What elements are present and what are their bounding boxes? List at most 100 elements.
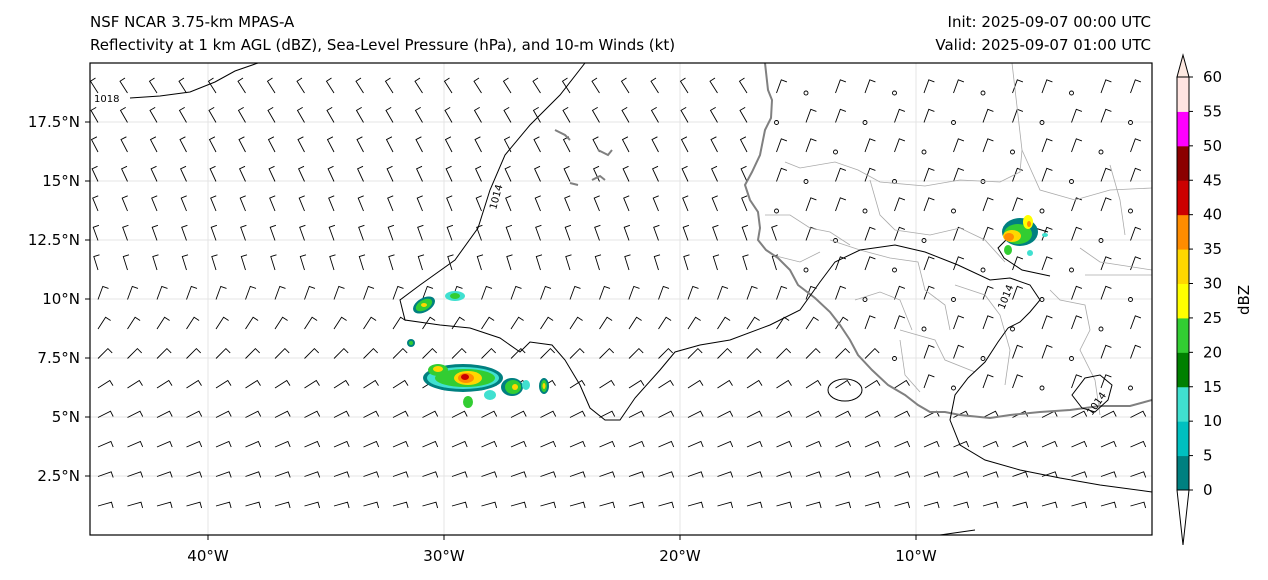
wind-barb — [363, 440, 380, 448]
wind-barb — [776, 285, 788, 300]
wind-barb — [505, 224, 513, 241]
wind-barb — [505, 195, 512, 212]
wind-barb — [805, 410, 822, 418]
wind-barb — [593, 195, 600, 212]
contour-label-1018: 1018 — [94, 94, 119, 105]
wind-barb — [658, 410, 675, 418]
wind-barb — [835, 79, 847, 94]
wind-barb — [621, 136, 630, 153]
wind-barb — [127, 440, 144, 448]
wind-barb — [658, 285, 670, 300]
wind-barb — [215, 501, 232, 509]
wind-barb — [510, 285, 522, 300]
wind-barb — [178, 77, 187, 94]
wind-barb — [894, 285, 906, 300]
wind-barb — [1071, 315, 1083, 330]
wind-barb — [127, 471, 144, 478]
wind-barb — [624, 254, 631, 271]
wind-barb — [215, 471, 232, 478]
wind-barb — [210, 195, 217, 212]
y-tick-17-5n: 17.5°N — [28, 113, 80, 131]
wind-barb — [681, 165, 689, 182]
isobar-fragment — [939, 529, 976, 535]
wind-barb — [540, 410, 557, 418]
wind-barb — [297, 136, 305, 153]
wind-barb — [1012, 471, 1029, 478]
wind-barb — [923, 374, 935, 389]
wind-barb — [864, 138, 876, 153]
wind-barb — [717, 285, 729, 300]
wind-barb — [835, 471, 852, 478]
wind-barb — [269, 224, 277, 241]
wind-barb — [864, 347, 880, 359]
wind-calm-circle — [774, 208, 779, 214]
wind-barb — [97, 347, 113, 359]
wind-barb — [717, 316, 731, 330]
wind-barb — [274, 379, 291, 389]
wind-barb — [156, 410, 173, 418]
wind-barb — [1100, 374, 1112, 389]
wind-barb — [392, 440, 409, 448]
wind-barb — [151, 224, 159, 241]
wind-barb — [835, 197, 847, 212]
wind-barb — [325, 77, 335, 94]
wind-barb — [628, 285, 640, 300]
wind-barb — [444, 107, 453, 123]
wind-barb — [982, 440, 999, 448]
wind-barbs — [90, 77, 1147, 509]
wind-barb — [835, 347, 851, 359]
wind-barb — [569, 316, 583, 330]
wind-calm-circle — [833, 238, 838, 243]
wind-barb — [982, 315, 994, 330]
wind-barb — [274, 440, 291, 448]
wind-barb — [532, 107, 541, 123]
wind-barb — [1041, 501, 1058, 509]
y-tick-7-5n: 7.5°N — [37, 349, 80, 367]
colorbar-band — [1177, 180, 1189, 216]
wind-barb — [296, 107, 305, 123]
wind-barb — [982, 138, 994, 153]
wind-barb — [180, 165, 187, 182]
wind-barb — [982, 410, 999, 418]
wind-barb — [805, 285, 817, 300]
wind-calm-circle — [862, 297, 868, 302]
wind-barb — [805, 347, 821, 359]
wind-barb — [121, 165, 128, 182]
colorbar-tick-label: 55 — [1203, 102, 1222, 120]
wind-barb — [953, 256, 965, 271]
wind-barb — [687, 471, 704, 478]
wind-barb — [388, 254, 395, 271]
wind-barb — [446, 224, 454, 241]
wind-barb — [1130, 138, 1142, 153]
wind-barb — [1012, 256, 1024, 271]
wind-barb — [569, 501, 586, 509]
wind-barb — [564, 224, 572, 241]
wind-barb — [97, 285, 109, 300]
wind-barb — [363, 347, 379, 359]
wind-barb — [447, 254, 454, 271]
wind-barb — [864, 471, 881, 478]
wind-barb — [1100, 501, 1117, 509]
wind-barb — [1041, 344, 1053, 359]
wind-barb — [776, 138, 788, 153]
wind-barb — [151, 195, 158, 212]
wind-calm-circle — [951, 385, 956, 391]
wind-barb — [245, 379, 261, 389]
wind-barb — [127, 347, 143, 359]
wind-barb — [776, 440, 793, 448]
wind-barb — [451, 347, 467, 359]
wind-barb — [239, 165, 246, 182]
wind-barb — [481, 501, 498, 509]
wind-barb — [416, 165, 423, 182]
wind-barb — [1130, 501, 1147, 509]
wind-barb — [864, 256, 876, 271]
wind-barb — [628, 347, 644, 359]
wind-barb — [304, 501, 321, 509]
wind-barb — [1100, 79, 1112, 94]
wind-barb — [712, 254, 720, 271]
wind-barb — [481, 471, 498, 478]
wind-barb — [953, 138, 965, 153]
wind-barb — [923, 440, 940, 448]
gridlines — [90, 63, 1152, 535]
wind-barb — [540, 440, 557, 448]
